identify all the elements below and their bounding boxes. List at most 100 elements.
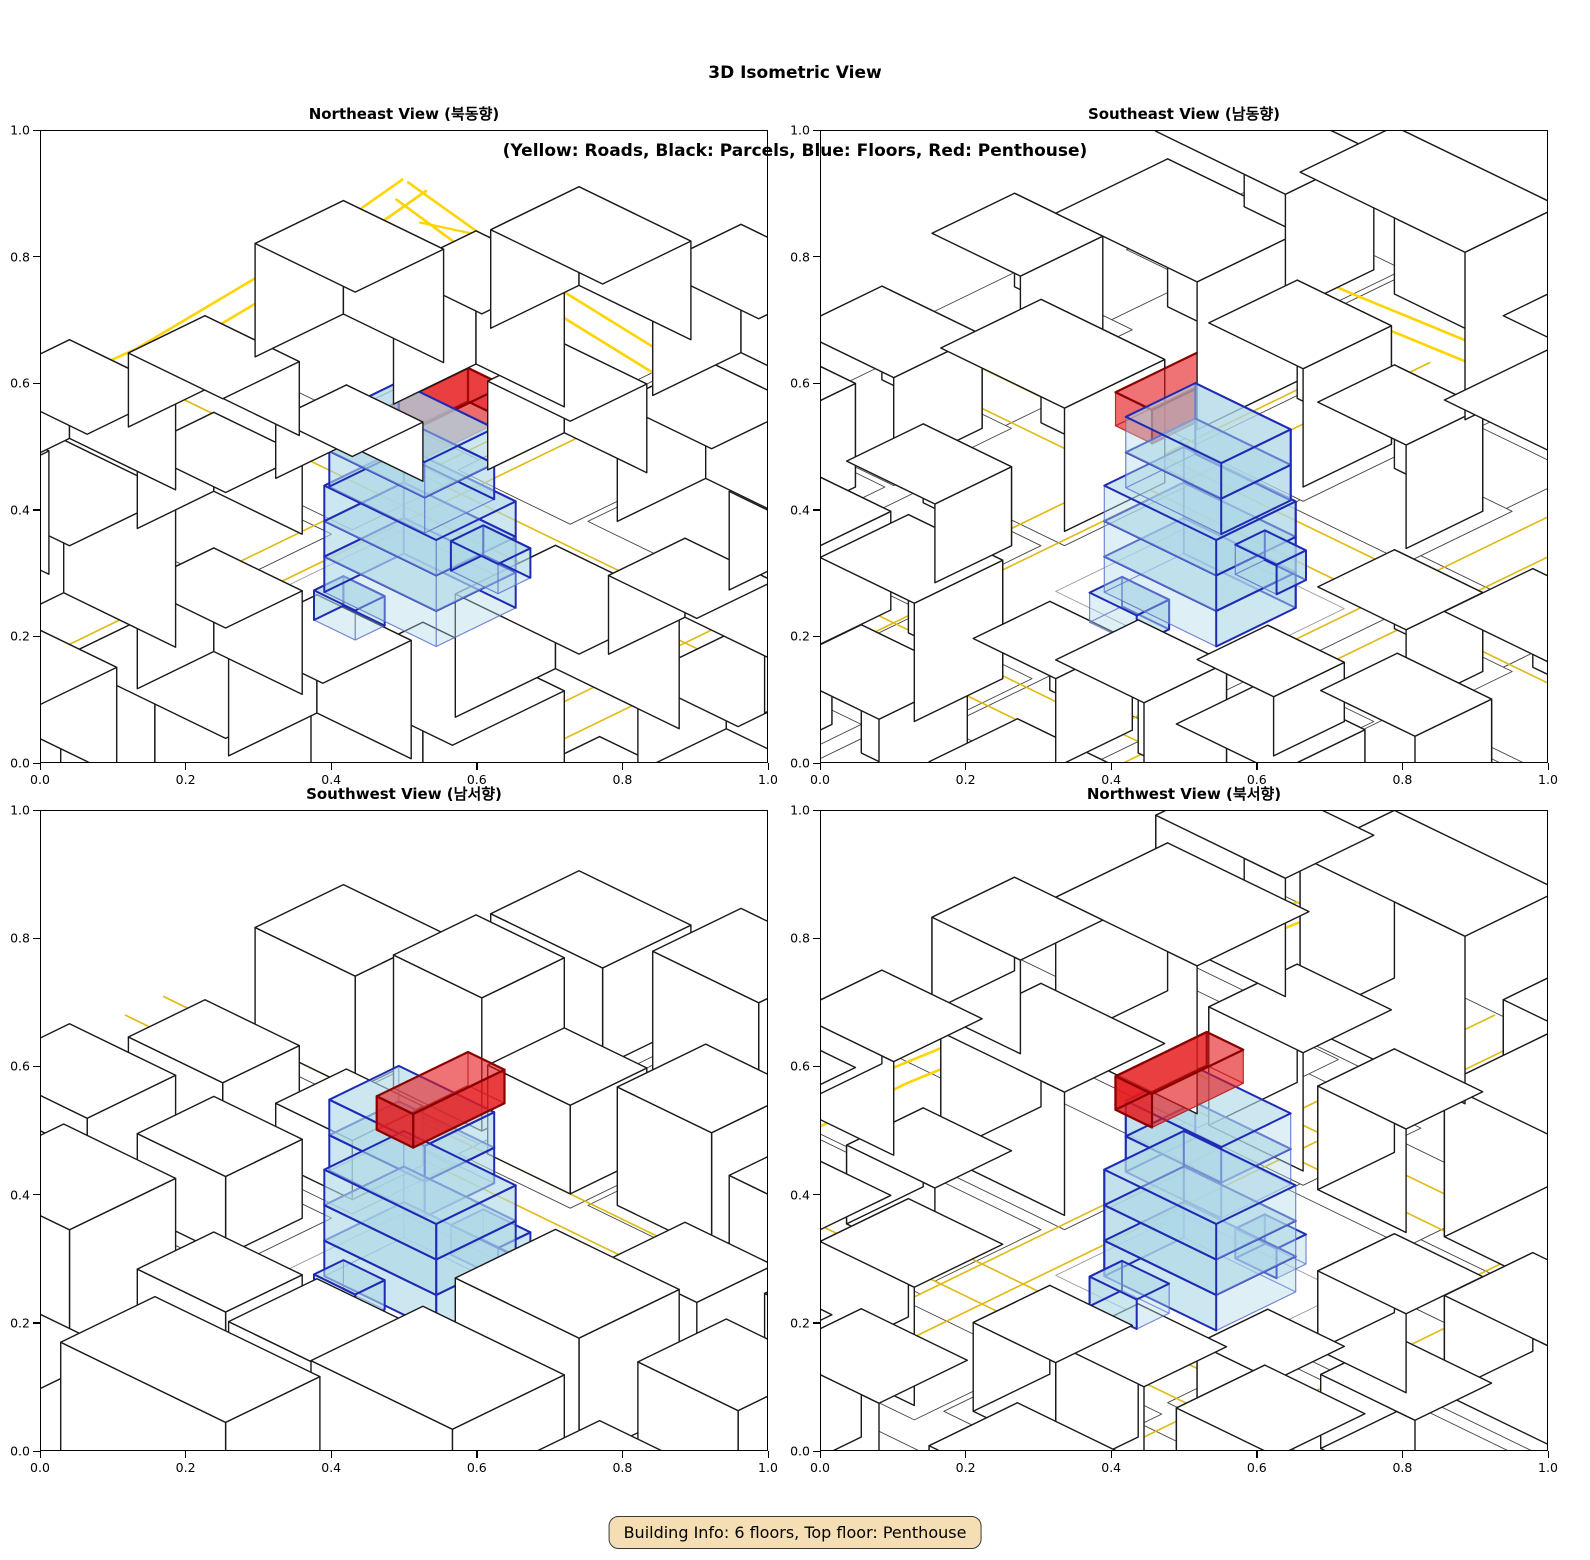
isometric-canvas-southeast — [820, 130, 1548, 763]
x-tick — [476, 763, 478, 770]
x-tick-label: 0.0 — [30, 772, 50, 787]
x-tick — [330, 763, 332, 770]
y-tick-label: 0.6 — [10, 1058, 30, 1074]
y-tick-label: 0.8 — [10, 249, 30, 265]
x-tick-label: 0.4 — [321, 1460, 342, 1475]
y-tick-label: 1.0 — [790, 802, 810, 818]
y-tick-label: 1.0 — [10, 122, 30, 138]
figure-title: 3D Isometric View (Yellow: Roads, Black:… — [0, 8, 1590, 216]
y-tick-label: 0.2 — [10, 1315, 30, 1331]
x-tick — [621, 763, 624, 770]
x-tick-label: 0.4 — [1101, 1460, 1122, 1475]
x-tick-label: 0.0 — [810, 772, 830, 787]
x-tick — [1401, 1451, 1404, 1458]
y-tick — [33, 762, 40, 764]
y-tick-label: 0.2 — [790, 628, 810, 644]
y-tick — [33, 635, 40, 638]
y-tick — [33, 1065, 40, 1068]
y-tick — [33, 509, 40, 511]
x-tick-label: 0.2 — [175, 1460, 196, 1475]
subplot-northeast-view: Northeast View (북동향) 0.0 0.0 0.2 0.2 0.4 0.4 0… — [10, 105, 778, 787]
subplot-southeast-view: Southeast View (남동향) 0.0 0.0 0.2 0.2 0.4 0.4 0… — [790, 105, 1558, 787]
x-tick — [819, 763, 821, 770]
y-tick — [813, 635, 820, 638]
x-tick — [767, 763, 769, 770]
x-tick-label: 0.0 — [30, 1460, 50, 1475]
y-tick — [33, 1194, 40, 1196]
y-tick — [813, 809, 820, 811]
x-tick — [1256, 763, 1258, 770]
subplot-title-northeast: Northeast View (북동향) — [308, 105, 500, 123]
y-tick — [813, 1322, 820, 1324]
y-tick-label: 0.6 — [790, 375, 810, 391]
figure-title-line1: 3D Isometric View — [708, 63, 882, 83]
y-tick-label: 0.4 — [790, 1187, 810, 1203]
y-tick — [33, 382, 40, 384]
subplot-northwest-view: Northwest View (북서향) 0.0 0.0 0.2 0.2 0.4 0.4 0… — [790, 785, 1558, 1475]
x-tick — [39, 763, 41, 770]
y-tick — [813, 1450, 820, 1452]
plot-border — [820, 130, 1548, 763]
x-tick-label: 0.8 — [1392, 772, 1413, 787]
plot-border — [40, 810, 768, 1451]
y-tick — [813, 762, 820, 764]
y-tick — [813, 129, 820, 131]
y-tick-label: 0.6 — [10, 375, 30, 391]
x-tick-label: 1.0 — [758, 772, 778, 787]
y-tick — [33, 256, 40, 258]
x-tick-label: 0.8 — [1392, 1460, 1413, 1475]
x-tick-label: 0.4 — [321, 772, 342, 787]
x-tick — [1547, 1451, 1549, 1458]
y-tick — [33, 1322, 40, 1324]
x-tick — [330, 1451, 332, 1458]
y-tick — [33, 809, 40, 811]
y-tick-label: 0.4 — [790, 502, 810, 518]
x-tick-label: 0.6 — [1246, 1460, 1267, 1475]
x-tick — [1401, 763, 1404, 770]
y-tick-label: 0.8 — [790, 249, 810, 265]
x-tick-label: 0.4 — [1101, 772, 1122, 787]
isometric-canvas-northeast — [40, 178, 768, 763]
x-tick — [1110, 763, 1112, 770]
y-tick-label: 0.8 — [10, 930, 30, 946]
y-tick-label: 0.0 — [790, 755, 810, 771]
subplot-title-northwest: Northwest View (북서향) — [1086, 785, 1282, 803]
y-tick-label: 0.0 — [790, 1443, 810, 1459]
isometric-canvas-northwest — [820, 810, 1548, 1451]
x-tick-label: 0.0 — [810, 1460, 830, 1475]
x-tick-label: 0.6 — [466, 1460, 487, 1475]
y-tick-label: 0.2 — [790, 1315, 810, 1331]
figure-title-line2: (Yellow: Roads, Black: Parcels, Blue: Fl… — [502, 141, 1088, 161]
x-tick — [1110, 1451, 1112, 1458]
x-tick-label: 0.2 — [955, 772, 976, 787]
x-tick — [767, 1451, 769, 1458]
x-tick-label: 1.0 — [758, 1460, 778, 1475]
x-tick-label: 0.8 — [612, 772, 633, 787]
x-tick-label: 0.8 — [612, 1460, 633, 1475]
x-tick — [1256, 1451, 1258, 1458]
y-tick — [33, 937, 40, 939]
y-tick-label: 0.2 — [10, 628, 30, 644]
x-tick-label: 1.0 — [1538, 1460, 1558, 1475]
x-tick-label: 0.2 — [955, 1460, 976, 1475]
x-tick — [965, 763, 967, 770]
building-info-badge: Building Info: 6 floors, Top floor: Pent… — [608, 1516, 982, 1549]
x-tick — [1547, 763, 1549, 770]
subplot-southwest-view: Southwest View (남서향) 0.0 0.0 0.2 0.2 0.4 0.4 0… — [10, 785, 778, 1475]
y-tick-label: 0.8 — [790, 930, 810, 946]
y-tick-label: 0.4 — [10, 502, 30, 518]
x-tick — [185, 1451, 187, 1458]
x-tick-label: 0.6 — [466, 772, 487, 787]
subplot-title-southeast: Southeast View (남동향) — [1087, 105, 1281, 123]
y-tick — [813, 382, 820, 384]
y-tick-label: 0.6 — [790, 1058, 810, 1074]
y-tick — [813, 937, 820, 939]
y-tick-label: 1.0 — [790, 122, 810, 138]
y-tick — [813, 1065, 820, 1068]
subplot-title-southwest: Southwest View (남서향) — [306, 785, 502, 803]
y-tick-label: 1.0 — [10, 802, 30, 818]
plot-border — [40, 130, 768, 763]
x-tick — [185, 763, 187, 770]
y-tick — [813, 256, 820, 258]
